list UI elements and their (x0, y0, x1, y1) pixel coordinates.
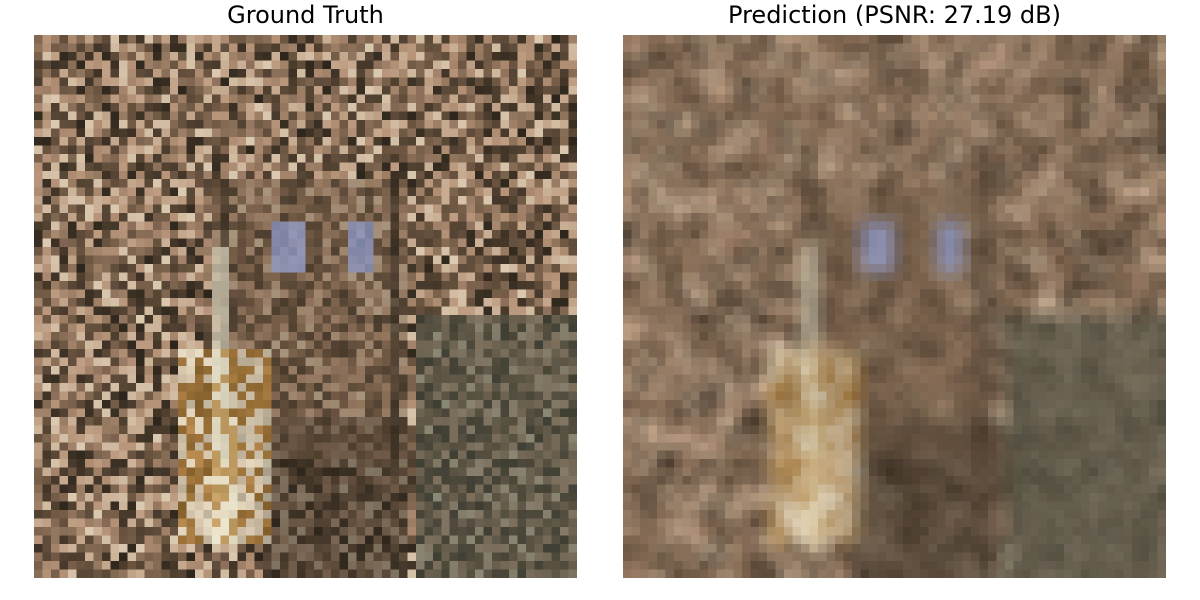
prediction-image (623, 35, 1166, 578)
ground-truth-title: Ground Truth (227, 1, 384, 29)
ground-truth-image (34, 35, 577, 578)
prediction-title: Prediction (PSNR: 27.19 dB) (728, 1, 1061, 29)
